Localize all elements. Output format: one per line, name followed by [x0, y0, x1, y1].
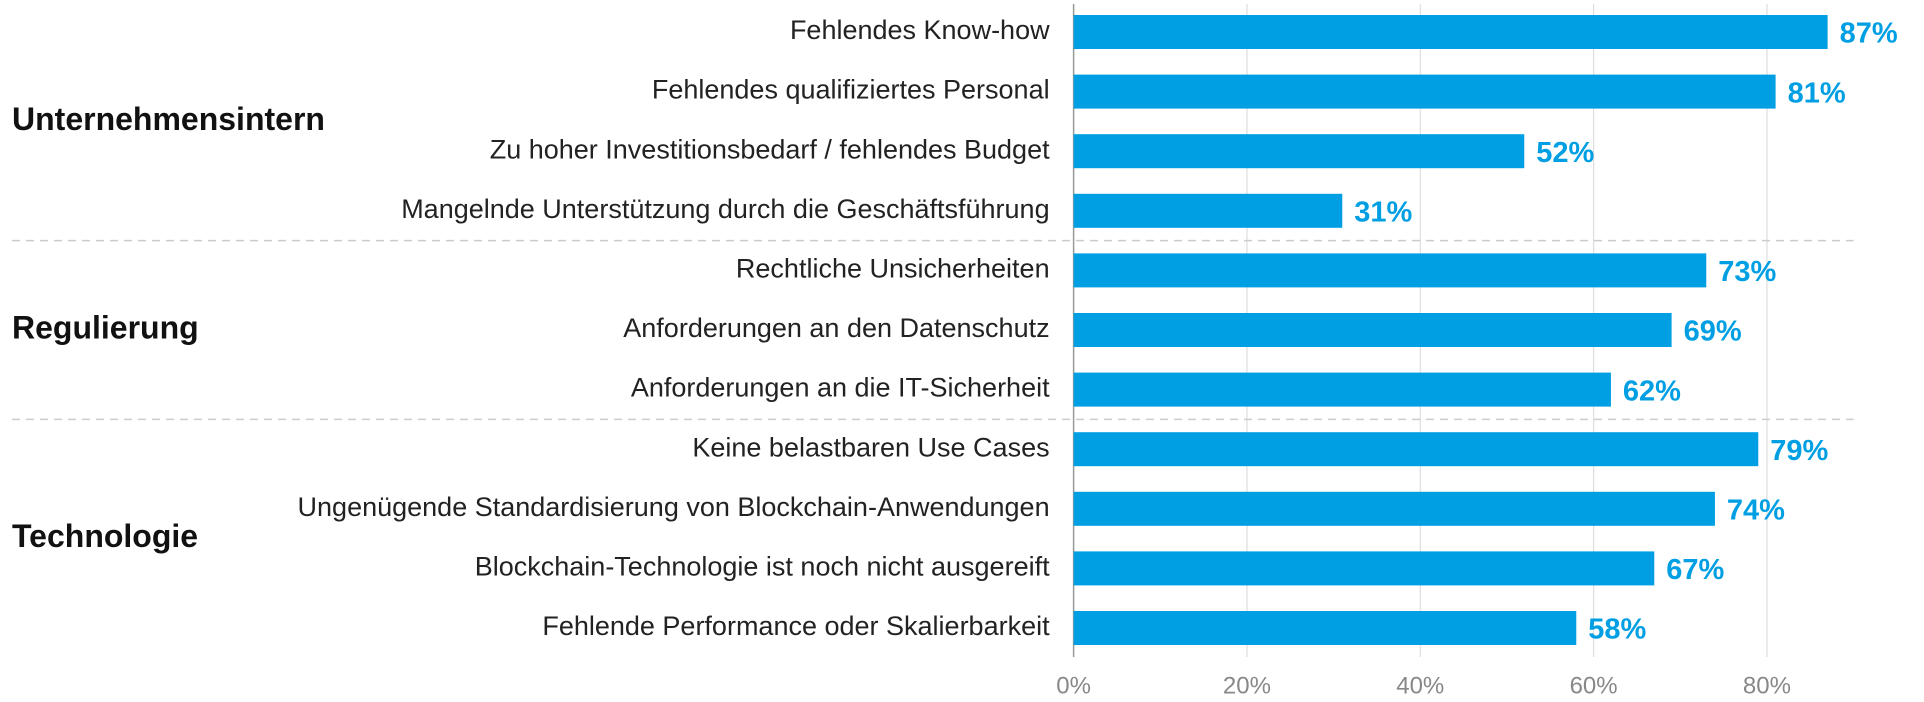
bar	[1073, 432, 1759, 467]
value-label: 67%	[1666, 554, 1724, 586]
value-label: 52%	[1536, 137, 1594, 169]
bar	[1073, 372, 1611, 407]
category-label: Zu hoher Investitionsbedarf / fehlendes …	[490, 134, 1050, 164]
bar	[1073, 313, 1672, 347]
value-label: 62%	[1623, 375, 1681, 407]
category-label: Fehlende Performance oder Skalierbarkeit	[542, 611, 1050, 641]
x-tick-label: 40%	[1396, 672, 1444, 699]
value-label: 58%	[1588, 614, 1646, 646]
value-label: 81%	[1788, 77, 1846, 109]
value-label: 73%	[1718, 256, 1776, 288]
bar	[1073, 15, 1828, 49]
bar	[1073, 253, 1707, 288]
x-tick-label: 80%	[1743, 672, 1791, 699]
group-label: Unternehmensintern	[12, 101, 325, 137]
value-label: 74%	[1727, 494, 1785, 526]
category-label: Anforderungen an die IT-Sicherheit	[631, 373, 1050, 403]
group-label: Regulierung	[12, 309, 199, 345]
category-label: Keine belastbaren Use Cases	[692, 432, 1049, 462]
bar	[1073, 74, 1776, 109]
category-label: Fehlendes qualifiziertes Personal	[652, 75, 1050, 105]
category-label: Ungenügende Standardisierung von Blockch…	[298, 492, 1050, 522]
group-label: Technologie	[12, 518, 198, 554]
bar	[1073, 491, 1715, 526]
category-label: Rechtliche Unsicherheiten	[736, 254, 1050, 284]
category-label: Anforderungen an den Datenschutz	[623, 313, 1049, 343]
bar	[1073, 134, 1525, 169]
bar	[1073, 611, 1577, 645]
bar	[1073, 551, 1655, 586]
x-tick-label: 60%	[1570, 672, 1618, 699]
x-tick-label: 0%	[1056, 672, 1091, 699]
value-label: 31%	[1354, 196, 1412, 228]
x-tick-label: 20%	[1223, 672, 1271, 699]
category-label: Mangelnde Unterstützung durch die Geschä…	[401, 194, 1049, 224]
value-label: 79%	[1770, 435, 1828, 467]
bar	[1073, 193, 1343, 228]
category-label: Blockchain-Technologie ist noch nicht au…	[475, 552, 1050, 582]
value-label: 87%	[1840, 18, 1898, 50]
category-label: Fehlendes Know-how	[790, 15, 1050, 45]
value-label: 69%	[1684, 316, 1742, 348]
